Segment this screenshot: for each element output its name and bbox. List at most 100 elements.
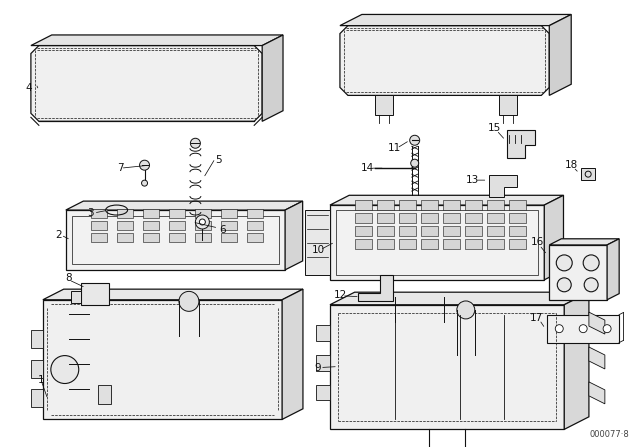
Polygon shape (399, 200, 416, 210)
Polygon shape (581, 168, 595, 180)
Polygon shape (247, 209, 263, 218)
Polygon shape (465, 239, 482, 249)
Polygon shape (31, 35, 283, 46)
Circle shape (457, 301, 475, 319)
Polygon shape (549, 239, 619, 245)
Text: 15: 15 (488, 123, 501, 134)
Polygon shape (330, 205, 544, 280)
Text: 2: 2 (56, 230, 62, 240)
Polygon shape (31, 46, 262, 121)
Circle shape (584, 278, 598, 292)
Polygon shape (31, 389, 43, 407)
Text: 6: 6 (219, 225, 226, 235)
Polygon shape (607, 239, 619, 300)
Circle shape (583, 255, 599, 271)
Polygon shape (564, 292, 589, 429)
Polygon shape (443, 226, 460, 236)
Polygon shape (316, 325, 330, 340)
Polygon shape (330, 292, 589, 305)
Circle shape (411, 159, 419, 167)
Polygon shape (589, 312, 605, 334)
Polygon shape (544, 195, 563, 280)
Polygon shape (262, 35, 283, 121)
Text: 1: 1 (38, 375, 44, 384)
Circle shape (556, 325, 563, 333)
Polygon shape (358, 275, 393, 301)
Polygon shape (81, 283, 109, 305)
Polygon shape (443, 239, 460, 249)
Text: 3: 3 (88, 208, 94, 218)
Circle shape (191, 138, 200, 148)
Text: 17: 17 (530, 313, 543, 323)
Polygon shape (490, 175, 517, 197)
Polygon shape (399, 239, 416, 249)
Polygon shape (66, 210, 285, 270)
Polygon shape (330, 195, 563, 205)
Polygon shape (421, 226, 438, 236)
Polygon shape (487, 239, 504, 249)
Polygon shape (465, 213, 482, 223)
Circle shape (579, 325, 587, 333)
Polygon shape (221, 209, 237, 218)
Text: 8: 8 (65, 273, 72, 283)
Polygon shape (421, 200, 438, 210)
Polygon shape (487, 200, 504, 210)
Polygon shape (316, 384, 330, 401)
Text: 5: 5 (215, 155, 221, 165)
Text: 7: 7 (117, 163, 124, 173)
Polygon shape (375, 95, 393, 115)
Polygon shape (143, 221, 159, 230)
Polygon shape (92, 233, 108, 242)
Polygon shape (143, 233, 159, 242)
Polygon shape (589, 382, 605, 404)
Polygon shape (421, 213, 438, 223)
Polygon shape (508, 130, 535, 158)
Polygon shape (31, 360, 43, 378)
Polygon shape (509, 239, 525, 249)
Polygon shape (305, 210, 330, 275)
Text: 13: 13 (466, 175, 479, 185)
Polygon shape (355, 239, 372, 249)
Polygon shape (195, 209, 211, 218)
Polygon shape (247, 221, 263, 230)
Polygon shape (549, 14, 572, 95)
Polygon shape (465, 200, 482, 210)
Polygon shape (509, 226, 525, 236)
Polygon shape (66, 201, 303, 210)
Polygon shape (421, 239, 438, 249)
Polygon shape (92, 209, 108, 218)
Polygon shape (221, 221, 237, 230)
Polygon shape (487, 226, 504, 236)
Polygon shape (340, 14, 572, 26)
Polygon shape (355, 213, 372, 223)
Polygon shape (43, 300, 282, 419)
Text: 4: 4 (26, 83, 32, 94)
Polygon shape (399, 226, 416, 236)
Polygon shape (316, 355, 330, 370)
Polygon shape (247, 233, 263, 242)
Polygon shape (377, 226, 394, 236)
Polygon shape (169, 209, 185, 218)
Text: 000077·8: 000077·8 (589, 430, 629, 439)
Polygon shape (71, 291, 81, 303)
Polygon shape (195, 221, 211, 230)
Text: 11: 11 (388, 143, 401, 153)
Circle shape (51, 356, 79, 383)
Text: 14: 14 (361, 163, 374, 173)
Polygon shape (509, 213, 525, 223)
Polygon shape (443, 213, 460, 223)
Polygon shape (399, 213, 416, 223)
Polygon shape (92, 221, 108, 230)
Polygon shape (330, 305, 564, 429)
Polygon shape (117, 221, 133, 230)
Circle shape (140, 160, 150, 170)
Polygon shape (340, 26, 549, 95)
Text: 10: 10 (312, 245, 324, 255)
Circle shape (410, 135, 420, 145)
Polygon shape (195, 233, 211, 242)
Polygon shape (487, 213, 504, 223)
Circle shape (141, 180, 148, 186)
Polygon shape (377, 213, 394, 223)
Polygon shape (509, 200, 525, 210)
Polygon shape (117, 209, 133, 218)
